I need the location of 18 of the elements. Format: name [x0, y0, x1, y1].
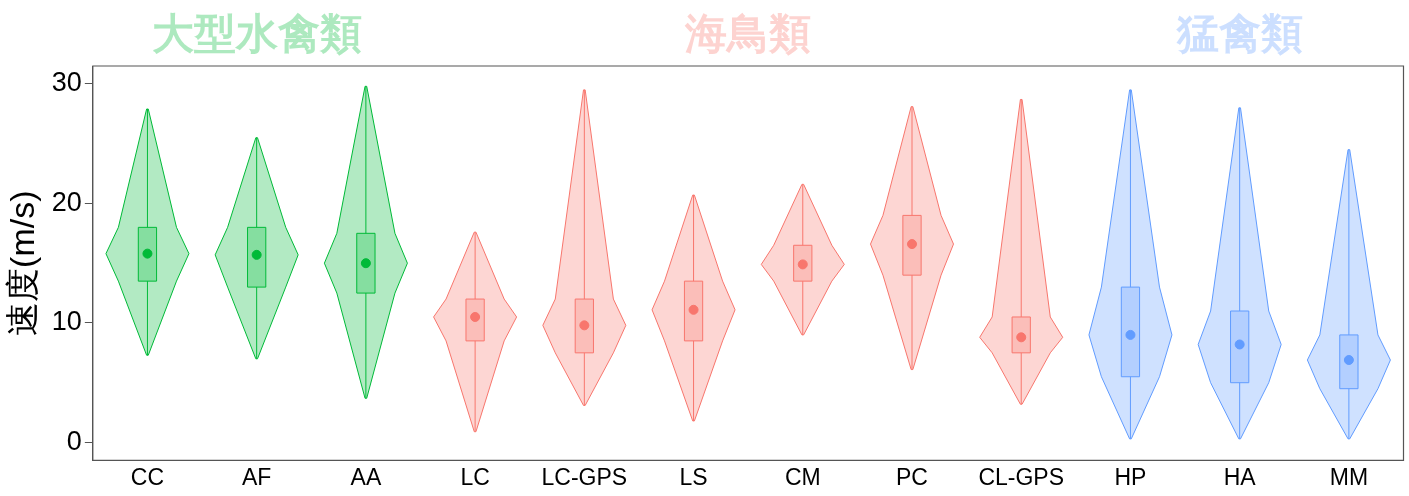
x-tick-label: LC: [460, 463, 490, 490]
x-tick-label: LS: [679, 463, 708, 490]
x-tick-label: HA: [1223, 463, 1257, 490]
x-tick-label: AA: [350, 463, 382, 490]
x-tick-label: MM: [1329, 463, 1369, 490]
x-tick-label: PC: [896, 463, 928, 490]
y-tick-label: 0: [66, 425, 82, 456]
y-tick-label: 30: [51, 67, 82, 98]
x-tick-label: CM: [784, 463, 821, 490]
x-tick-label: CL-GPS: [978, 463, 1065, 490]
y-axis-title: 速度(m/s): [2, 190, 41, 336]
y-tick-label: 10: [51, 306, 82, 337]
x-tick-label: LC-GPS: [541, 463, 628, 490]
x-tick-label: CC: [130, 463, 165, 490]
x-tick-label: HP: [1114, 463, 1147, 490]
x-tick-label: AF: [241, 463, 272, 490]
text: 大型水禽類: [151, 9, 362, 57]
y-tick-label: 20: [51, 186, 82, 217]
